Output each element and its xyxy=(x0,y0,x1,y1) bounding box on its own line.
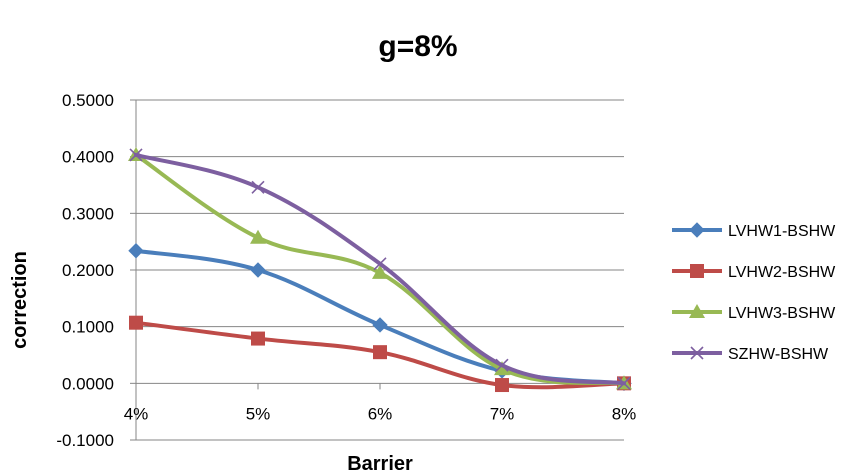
legend-marker xyxy=(690,264,704,278)
data-point xyxy=(129,148,143,162)
legend-entry: LVHW3-BSHW xyxy=(672,304,836,322)
data-point xyxy=(373,345,387,360)
legend-entry: SZHW-BSHW xyxy=(672,346,829,363)
data-point xyxy=(128,243,144,259)
legend-entry: LVHW1-BSHW xyxy=(672,222,836,240)
data-point xyxy=(617,376,631,390)
y-tick-label: 0.1000 xyxy=(62,318,114,337)
data-point-stroke xyxy=(251,180,265,194)
data-point xyxy=(250,229,266,244)
x-tick-label: 4% xyxy=(124,404,149,423)
legend-marker xyxy=(689,222,705,238)
legend-label: SZHW-BSHW xyxy=(728,346,829,363)
legend-entry: LVHW2-BSHW xyxy=(672,264,836,281)
y-axis-title: correction xyxy=(9,251,31,349)
x-tick-label: 7% xyxy=(490,404,515,423)
x-tick-label: 5% xyxy=(246,404,271,423)
data-point xyxy=(372,264,388,279)
legend: LVHW1-BSHW LVHW2-BSHW LVHW3-BSHW SZHW-BSHW xyxy=(672,222,836,363)
series-lines xyxy=(128,146,632,393)
data-point xyxy=(372,317,388,333)
chart-title: g=8% xyxy=(378,30,457,63)
data-point xyxy=(251,180,265,194)
x-tick-label: 8% xyxy=(612,404,637,423)
data-point-stroke xyxy=(495,358,509,372)
legend-label: LVHW1-BSHW xyxy=(728,223,836,240)
legend-label: LVHW2-BSHW xyxy=(728,264,836,281)
data-point xyxy=(251,331,265,346)
data-point xyxy=(495,378,509,393)
data-point-stroke xyxy=(129,148,143,162)
tick-labels: -0.1000 0.0000 0.1000 0.2000 0.3000 0.4000 0.5… xyxy=(56,91,636,450)
data-point xyxy=(494,361,510,376)
data-point xyxy=(495,358,509,372)
legend-marker xyxy=(689,304,705,318)
data-point-stroke xyxy=(373,257,387,271)
y-tick-label: 0.2000 xyxy=(62,261,114,280)
series-lvhw2-bshw xyxy=(129,315,631,393)
data-point xyxy=(250,262,266,278)
y-tick-label: 0.3000 xyxy=(62,204,114,223)
y-tick-label: -0.1000 xyxy=(56,431,114,450)
y-tick-label: 0.4000 xyxy=(62,148,114,167)
y-tick-label: 0.0000 xyxy=(62,374,114,393)
legend-marker-stroke xyxy=(690,346,704,360)
y-tick-label: 0.5000 xyxy=(62,91,114,110)
data-point xyxy=(129,315,143,330)
legend-label: LVHW3-BSHW xyxy=(728,305,836,322)
legend-marker xyxy=(690,346,704,360)
data-point xyxy=(373,257,387,271)
x-tick-label: 6% xyxy=(368,404,393,423)
series-szhw-bshw xyxy=(129,148,631,390)
data-point-stroke xyxy=(617,376,631,390)
x-axis-title: Barrier xyxy=(347,453,413,474)
